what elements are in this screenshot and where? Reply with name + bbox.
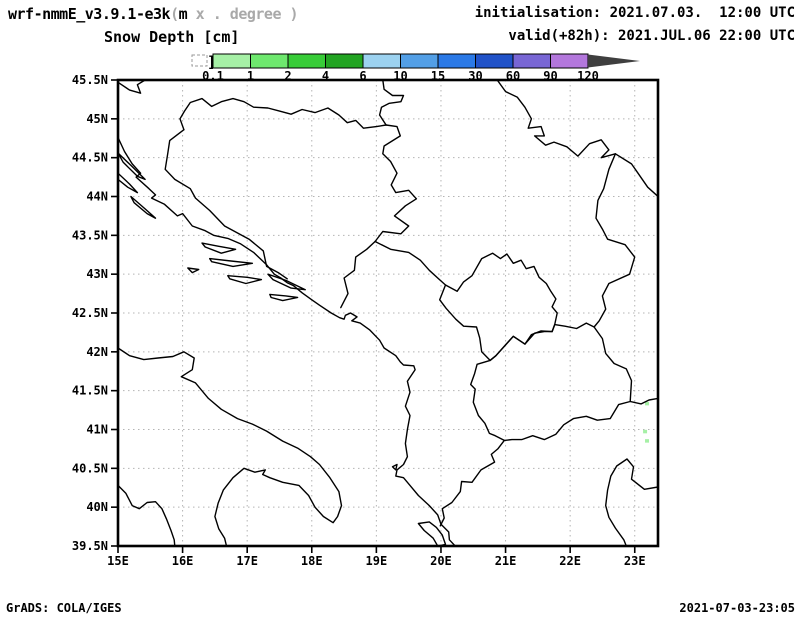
colorbar-tick-label: 10 bbox=[393, 69, 407, 83]
colorbar-segment bbox=[437, 53, 476, 69]
border-italy-tyrrhenian-coast bbox=[118, 484, 176, 546]
creation-timestamp: 2021-07-03-23:05 bbox=[679, 601, 795, 615]
colorbar-tick-label: 15 bbox=[431, 69, 445, 83]
snow-depth-patches bbox=[643, 401, 650, 443]
border-danube-srb-rou bbox=[496, 80, 658, 198]
y-tick-label: 41.5N bbox=[72, 384, 108, 398]
border-mne-srb-kos bbox=[374, 240, 447, 286]
x-tick-label: 20E bbox=[430, 554, 452, 568]
x-tick-label: 17E bbox=[236, 554, 258, 568]
initialisation-time: initialisation: 2021.07.03. 12:00 UTC bbox=[474, 5, 795, 21]
border-danube-hr-srb bbox=[378, 80, 405, 126]
model-name-text: wrf-nmmE_v3.9.1-e3k bbox=[8, 5, 171, 23]
y-tick-label: 40N bbox=[86, 500, 108, 514]
colorbar-segment bbox=[400, 53, 439, 69]
colorbar-bracket: ] bbox=[207, 53, 216, 71]
y-tick-label: 40.5N bbox=[72, 461, 108, 475]
border-island-korcula bbox=[227, 275, 263, 285]
model-name-suffix: m bbox=[178, 5, 188, 23]
colorbar-segment bbox=[250, 53, 289, 69]
coastlines-and-borders bbox=[118, 80, 658, 546]
y-tick-label: 43N bbox=[86, 267, 108, 281]
border-slovenia-corner bbox=[118, 80, 146, 94]
y-tick-label: 45N bbox=[86, 112, 108, 126]
x-tick-label: 18E bbox=[301, 554, 323, 568]
colorbar-segment bbox=[212, 53, 251, 69]
units-open-paren: ( bbox=[170, 5, 179, 23]
border-island-sazan bbox=[391, 463, 398, 471]
grads-credit: GrADS: COLA/IGES bbox=[6, 601, 122, 615]
colorbar-segment bbox=[287, 53, 326, 69]
snow-patch bbox=[643, 429, 648, 434]
border-hr-bih-west bbox=[164, 128, 288, 280]
border-island-kornati bbox=[130, 195, 157, 219]
valid-time: valid(+82h): 2021.JUL.06 22:00 UTC bbox=[508, 28, 795, 44]
y-tick-label: 43.5N bbox=[72, 228, 108, 242]
units-note: x . degree ) bbox=[187, 5, 299, 23]
x-tick-label: 21E bbox=[495, 554, 517, 568]
border-corfu-island bbox=[417, 521, 447, 546]
border-kosovo bbox=[439, 252, 558, 362]
latlon-gridlines bbox=[118, 80, 658, 546]
colorbar-segment bbox=[512, 53, 551, 69]
x-tick-label: 19E bbox=[366, 554, 388, 568]
colorbar: ]0.1 1 2 4 6 10 15 30 60 90 120 bbox=[191, 53, 640, 83]
border-island-vis bbox=[187, 267, 200, 274]
y-tick-label: 45.5N bbox=[72, 73, 108, 87]
x-tick-label: 15E bbox=[107, 554, 129, 568]
border-island-mljet bbox=[269, 293, 299, 302]
y-tick-label: 39.5N bbox=[72, 539, 108, 553]
y-tick-label: 44N bbox=[86, 190, 108, 204]
border-alb-gre bbox=[439, 439, 505, 527]
colorbar-tick-label: 2 bbox=[284, 69, 291, 83]
colorbar-tick-label: 90 bbox=[543, 69, 557, 83]
border-gre-bgr bbox=[629, 397, 658, 405]
border-italy-adriatic-coast bbox=[118, 347, 343, 546]
border-island-brac bbox=[201, 242, 237, 254]
x-tick-label: 22E bbox=[559, 554, 581, 568]
y-tick-label: 44.5N bbox=[72, 151, 108, 165]
border-peljesac-peninsula bbox=[267, 273, 306, 291]
colorbar-segment bbox=[325, 53, 364, 69]
colorbar-tick-label: 120 bbox=[577, 69, 599, 83]
border-island-pag-a bbox=[118, 152, 146, 181]
snow-patch bbox=[645, 439, 650, 443]
colorbar-tick-label: 30 bbox=[468, 69, 482, 83]
x-tick-label: 16E bbox=[172, 554, 194, 568]
border-island-pag-b bbox=[118, 172, 139, 194]
axis-ticks bbox=[111, 79, 636, 553]
colorbar-segment bbox=[475, 53, 514, 69]
border-adriatic-coast bbox=[118, 136, 456, 546]
colorbar-zero-box bbox=[191, 54, 208, 67]
border-drina-srb-bih bbox=[374, 124, 418, 243]
colorbar-segment bbox=[550, 53, 589, 69]
x-tick-label: 23E bbox=[624, 554, 646, 568]
colorbar-tick-label: 0.1 bbox=[202, 69, 224, 83]
colorbar-segment bbox=[362, 53, 401, 69]
model-version-title: wrf-nmmE_v3.9.1-e3k(m x . degree ) bbox=[8, 5, 299, 23]
border-greece-thermaic-coast bbox=[605, 458, 658, 546]
axis-labels: 45.5N 45N 44.5N 44N 43.5N 43N 42.5N 42N 41.5N 41N… bbox=[72, 73, 646, 568]
colorbar-tick-label: 60 bbox=[506, 69, 520, 83]
snow-patch bbox=[645, 401, 650, 406]
colorbar-tick-label: 1 bbox=[247, 69, 254, 83]
border-macedonia bbox=[470, 322, 633, 442]
y-tick-label: 41N bbox=[86, 423, 108, 437]
colorbar-tick-label: 4 bbox=[322, 69, 329, 83]
border-island-hvar bbox=[208, 257, 254, 268]
plot-title: Snow Depth [cm] bbox=[104, 28, 240, 46]
border-sava-hr-bih bbox=[179, 97, 387, 131]
colorbar-tick-label: 6 bbox=[359, 69, 366, 83]
y-tick-label: 42.5N bbox=[72, 306, 108, 320]
border-srb-bgr bbox=[593, 153, 636, 328]
border-bih-mne bbox=[340, 240, 376, 309]
y-tick-label: 42N bbox=[86, 345, 108, 359]
colorbar-overflow-arrow bbox=[588, 54, 640, 68]
